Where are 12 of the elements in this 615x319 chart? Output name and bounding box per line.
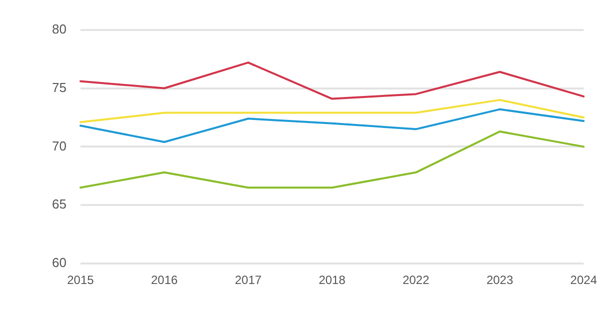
y-tick-label: 65: [52, 196, 66, 212]
y-tick-label: 60: [52, 255, 66, 270]
y-tick-label: 75: [52, 80, 66, 95]
x-tick-label: 2017: [234, 273, 262, 288]
x-tick-label: 2018: [318, 273, 346, 288]
x-tick-label: 2022: [402, 273, 430, 288]
y-tick-label: 70: [52, 138, 66, 154]
x-tick-label: 2015: [67, 273, 94, 288]
x-tick-label: 2024: [570, 273, 598, 288]
x-tick-label: 2016: [150, 273, 178, 288]
x-tick-label: 2023: [486, 273, 514, 288]
y-tick-label: 80: [52, 21, 66, 36]
